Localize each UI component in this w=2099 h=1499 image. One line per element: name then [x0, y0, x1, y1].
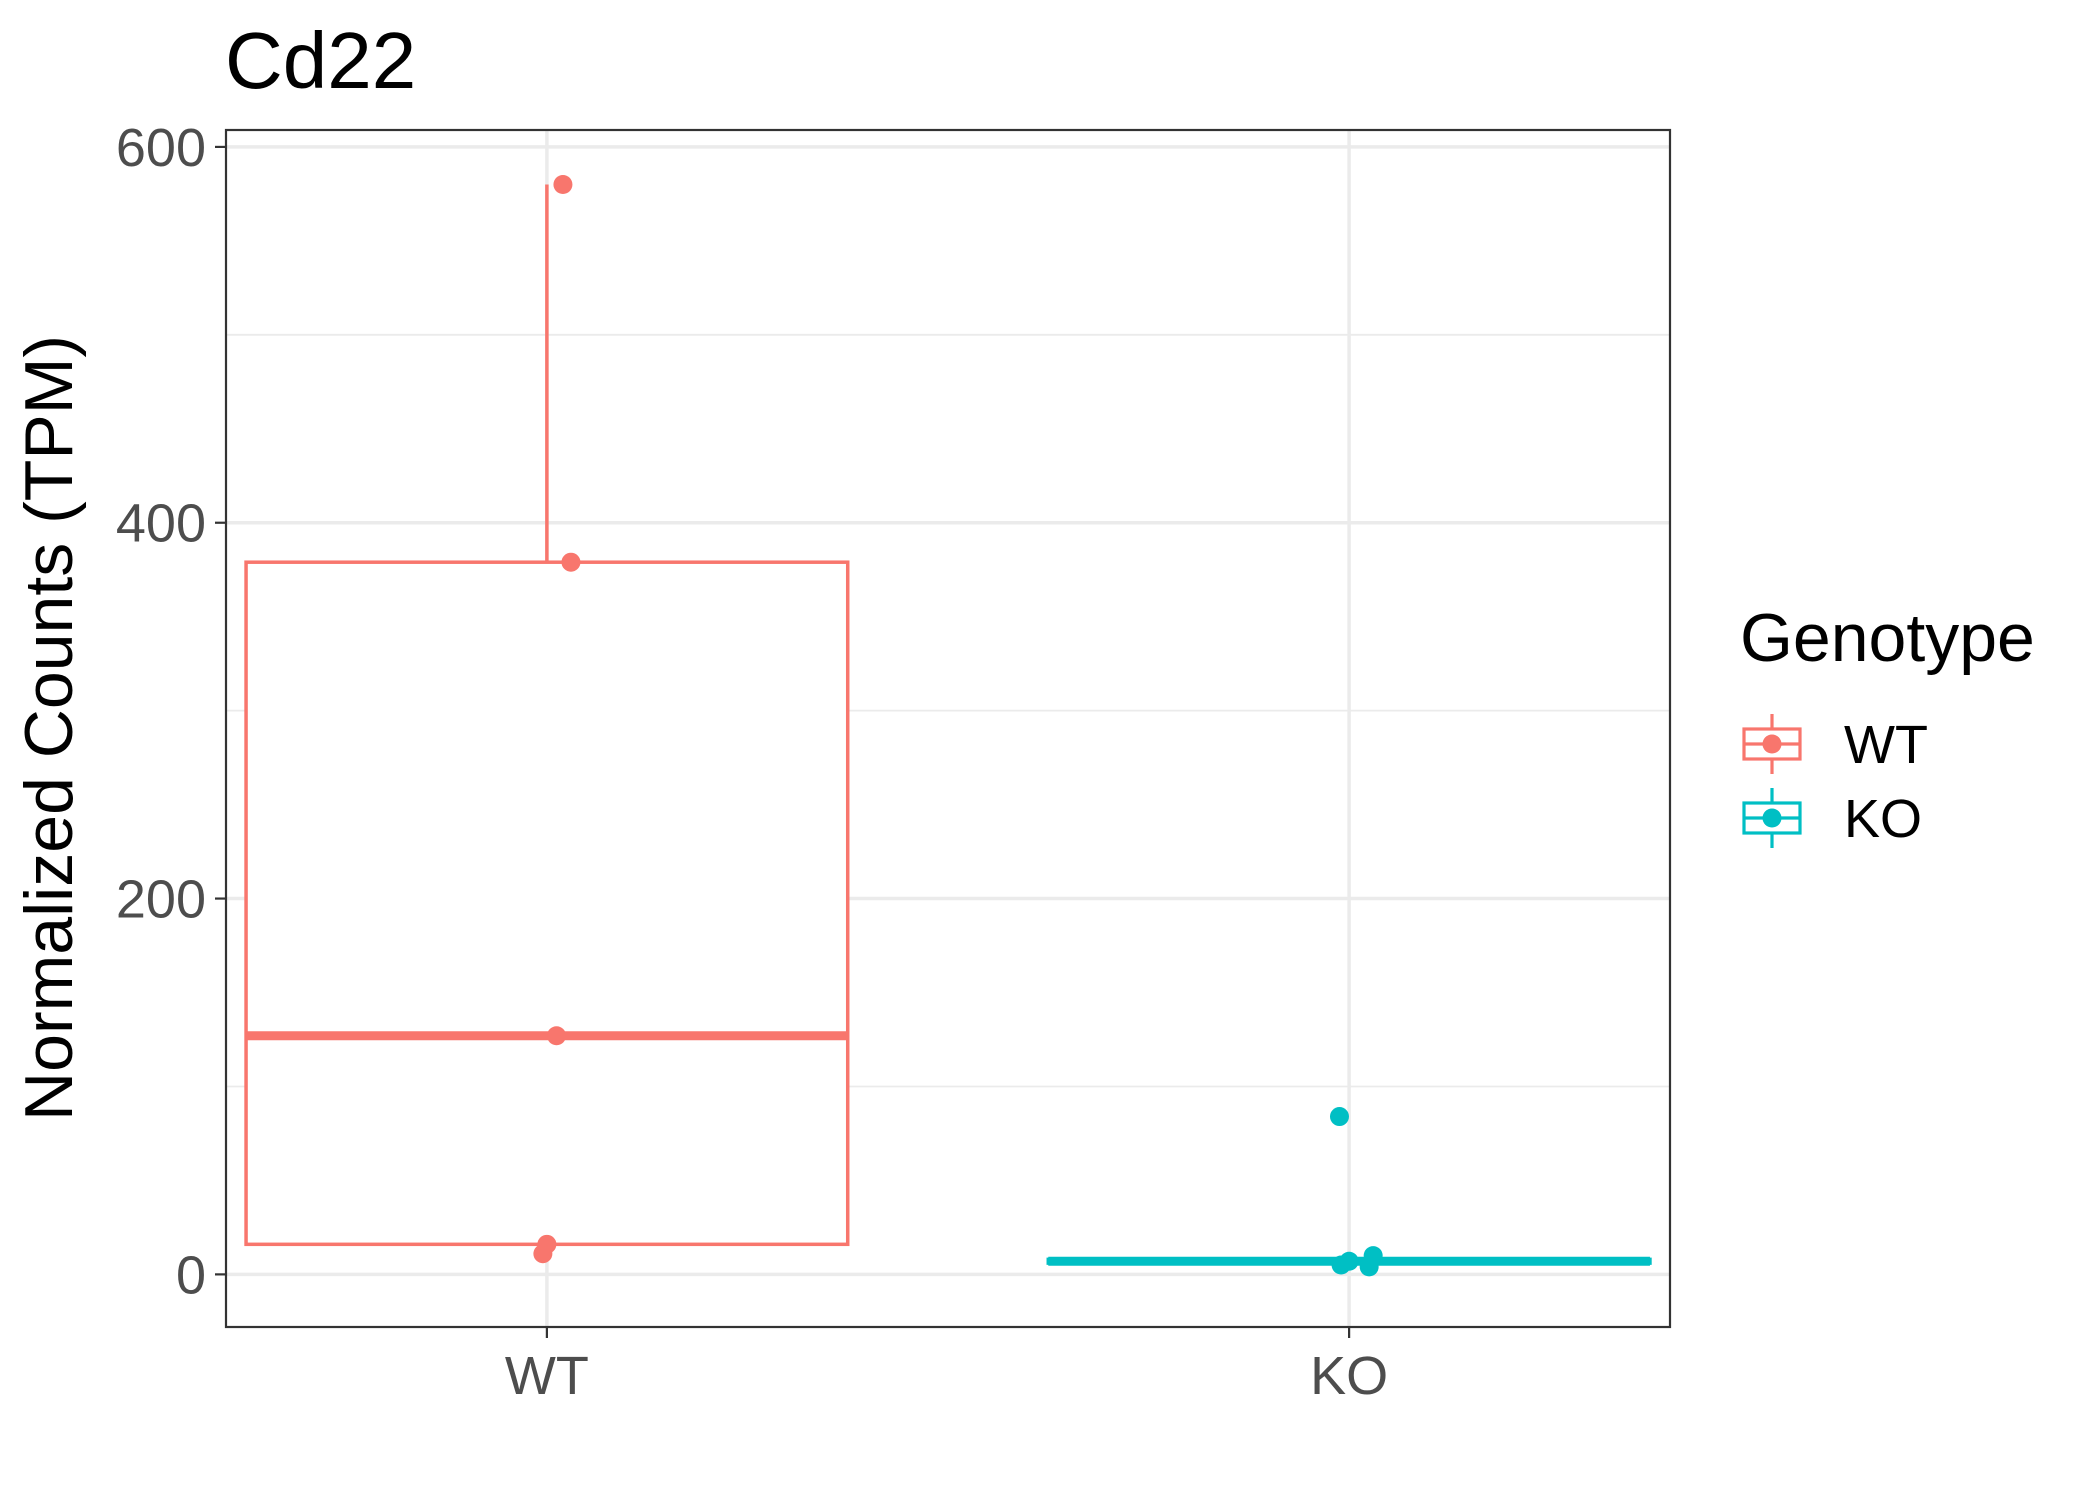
panel-border [224, 128, 1672, 1329]
legend: Genotype WT KO [1740, 600, 2035, 849]
data-point-wt [553, 174, 573, 194]
x-axis: WT KO [505, 1327, 1388, 1406]
legend-label: KO [1844, 789, 1922, 849]
legend-items: WT KO [1742, 714, 1928, 849]
legend-item-wt: WT [1742, 714, 1928, 775]
data-point-wt [533, 1244, 553, 1264]
chart-title: Cd22 [225, 16, 416, 105]
x-tick-label: KO [1310, 1346, 1388, 1406]
y-tick-label: 400 [116, 494, 206, 554]
data-point-ko [1363, 1246, 1383, 1266]
data-point-ko [1339, 1251, 1359, 1271]
plot-panel [224, 128, 1672, 1329]
box-wt [244, 184, 850, 1254]
data-point-wt [561, 552, 581, 572]
x-tick-label: WT [505, 1346, 589, 1406]
point-layer [533, 174, 1383, 1277]
data-point-ko [1329, 1107, 1349, 1127]
legend-item-ko: KO [1742, 788, 1922, 849]
legend-key-point [1762, 808, 1782, 828]
legend-title: Genotype [1740, 600, 2035, 676]
y-axis-title: Normalized Counts (TPM) [11, 335, 87, 1121]
y-axis: 0 200 400 600 [116, 118, 226, 1305]
legend-label: WT [1844, 715, 1928, 775]
y-tick-label: 600 [116, 118, 206, 178]
legend-key-point [1762, 734, 1782, 754]
y-tick-label: 0 [176, 1245, 206, 1305]
data-point-wt [547, 1026, 567, 1046]
y-tick-label: 200 [116, 870, 206, 930]
box-rect [244, 560, 850, 1247]
